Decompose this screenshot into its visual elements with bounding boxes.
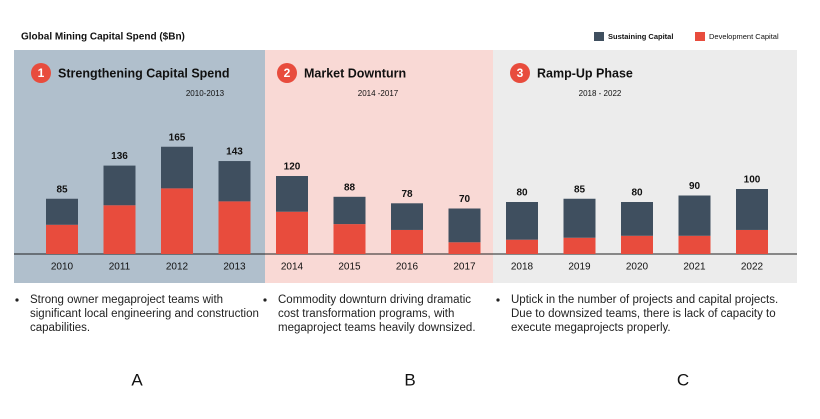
total-label: 90 — [689, 181, 701, 192]
x-tick-label: 2013 — [223, 262, 246, 273]
bar-segment — [46, 224, 78, 254]
x-tick-label: 2019 — [568, 262, 591, 273]
bar-segment — [161, 146, 193, 189]
bar-segment — [506, 202, 538, 240]
x-tick-label: 2020 — [626, 262, 649, 273]
phase-number: 1 — [38, 66, 45, 80]
phase-badge — [277, 63, 297, 83]
bar-segment — [448, 242, 481, 254]
bullet — [263, 298, 267, 302]
bar-segment — [563, 237, 596, 254]
phase-years: 2018 - 2022 — [579, 89, 622, 98]
bullet — [15, 298, 19, 302]
phase-years: 2014 -2017 — [358, 89, 399, 98]
phase-title: Strengthening Capital Spend — [58, 66, 230, 80]
bar-segment — [736, 189, 768, 230]
phase-number: 3 — [517, 66, 524, 80]
bar-segment — [678, 195, 711, 236]
bar-segment — [103, 165, 136, 206]
bar-segment — [161, 188, 193, 254]
total-label: 85 — [56, 184, 68, 195]
bar-segment — [563, 198, 596, 238]
bar-segment — [448, 208, 481, 243]
total-label: 120 — [284, 162, 301, 173]
x-tick-label: 2014 — [281, 262, 304, 273]
x-tick-label: 2018 — [511, 262, 534, 273]
bar-segment — [218, 161, 251, 202]
phase-number: 2 — [284, 66, 291, 80]
bar-segment — [678, 235, 711, 254]
phase-letter: B — [404, 370, 415, 389]
legend-label: Sustaining Capital — [608, 32, 673, 41]
x-tick-label: 2010 — [51, 262, 74, 273]
bar-segment — [391, 229, 423, 254]
phase-note: Strong owner megaproject teams with sign… — [30, 294, 259, 334]
phase-letter: C — [677, 370, 689, 389]
x-tick-label: 2016 — [396, 262, 419, 273]
phase-letter: A — [131, 370, 143, 389]
bar-segment — [276, 211, 308, 254]
total-label: 100 — [744, 175, 761, 186]
bar-segment — [333, 224, 366, 254]
phase-badge — [510, 63, 530, 83]
x-tick-label: 2017 — [453, 262, 476, 273]
x-tick-label: 2015 — [338, 262, 361, 273]
bar-segment — [333, 196, 366, 225]
phase-title: Ramp-Up Phase — [537, 66, 633, 80]
bar-segment — [391, 203, 423, 230]
phase-note: Commodity downturn driving dramatic cost… — [278, 294, 476, 334]
total-label: 78 — [401, 189, 413, 200]
total-label: 88 — [344, 182, 356, 193]
chart-title: Global Mining Capital Spend ($Bn) — [21, 32, 185, 43]
bar-segment — [621, 202, 653, 236]
x-tick-label: 2012 — [166, 262, 189, 273]
bar-segment — [103, 205, 136, 254]
bullet — [496, 298, 500, 302]
x-tick-label: 2011 — [109, 262, 131, 273]
total-label: 143 — [226, 147, 243, 158]
phase-title: Market Downturn — [304, 66, 406, 80]
total-label: 80 — [631, 188, 643, 199]
legend-swatch — [695, 32, 705, 41]
total-label: 70 — [459, 194, 471, 205]
bar-segment — [621, 235, 653, 254]
bar-segment — [736, 229, 768, 254]
total-label: 80 — [516, 188, 528, 199]
bar-segment — [46, 198, 78, 225]
legend-label: Development Capital — [709, 32, 779, 41]
total-label: 85 — [574, 184, 586, 195]
legend-swatch — [594, 32, 604, 41]
x-tick-label: 2022 — [741, 262, 764, 273]
phase-note: Uptick in the number of projects and cap… — [511, 294, 779, 334]
phase-years: 2010-2013 — [186, 89, 225, 98]
bar-segment — [218, 201, 251, 254]
total-label: 136 — [111, 151, 128, 162]
phase-badge — [31, 63, 51, 83]
bar-segment — [276, 176, 308, 212]
total-label: 165 — [169, 132, 186, 143]
x-tick-label: 2021 — [683, 262, 706, 273]
bar-segment — [506, 239, 538, 254]
